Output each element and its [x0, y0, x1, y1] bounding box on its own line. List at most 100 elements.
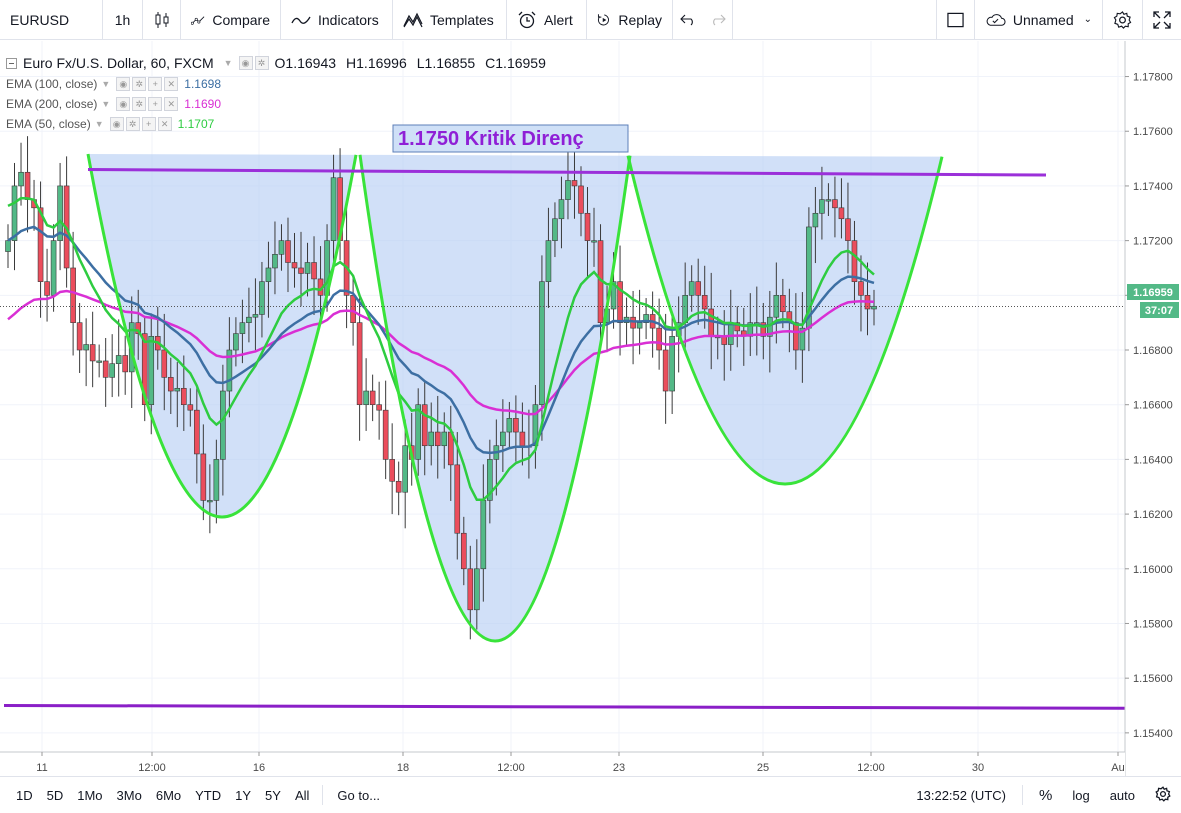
time-tick-label: 12:00: [497, 762, 525, 774]
range-1y-button[interactable]: 1Y: [235, 787, 252, 803]
study-caret-icon[interactable]: ▼: [101, 79, 111, 89]
study-caret-icon[interactable]: ▼: [94, 119, 104, 129]
log-scale-toggle[interactable]: log: [1072, 787, 1090, 803]
candle-body: [695, 281, 701, 296]
candle-body: [115, 355, 122, 364]
close-icon[interactable]: ✕: [164, 77, 179, 91]
candle-body: [545, 240, 552, 282]
study-value: 1.1707: [177, 117, 215, 131]
close-icon[interactable]: ✕: [157, 117, 172, 131]
candle-body: [207, 500, 213, 503]
plus-icon[interactable]: +: [141, 117, 156, 131]
alert-label: Alert: [544, 11, 573, 28]
candle-body: [102, 360, 109, 378]
series-caret-icon[interactable]: ▼: [223, 58, 233, 68]
chart-canvas[interactable]: 1.1750 Kritik Direnç 1.17800 1.17600 1.174…: [0, 41, 1181, 776]
plus-icon[interactable]: +: [148, 77, 163, 91]
gear-icon[interactable]: ✲: [254, 56, 269, 70]
candle-body: [50, 240, 57, 296]
time-axis[interactable]: 11 12:00 16 18 12:00 23 25 12:00 30 Au: [36, 752, 1125, 774]
cup-outline[interactable]: [358, 154, 632, 643]
range-6mo-button[interactable]: 6Mo: [155, 787, 182, 803]
gear-icon[interactable]: ✲: [125, 117, 140, 131]
eye-icon[interactable]: ◉: [116, 77, 131, 91]
symbol-search-button[interactable]: EURUSD: [0, 0, 103, 40]
candle-body: [167, 377, 174, 392]
fullscreen-button[interactable]: [1143, 0, 1181, 40]
range-all-button[interactable]: All: [294, 787, 310, 803]
last-price-badge: [1127, 284, 1179, 300]
chart-style-button[interactable]: [143, 0, 181, 40]
price-tick-label: 1.16800: [1133, 345, 1173, 357]
settings-button[interactable]: [1103, 0, 1143, 40]
plus-icon[interactable]: +: [148, 97, 163, 111]
gear-icon: [1113, 10, 1132, 29]
price-tick-label: 1.15800: [1133, 618, 1173, 630]
chart-pane[interactable]: 1.1750 Kritik Direnç 1.17800 1.17600 1.174…: [0, 41, 1181, 776]
time-tick-label: Au: [1111, 762, 1124, 774]
eye-icon[interactable]: ◉: [116, 97, 131, 111]
gear-icon[interactable]: ✲: [132, 77, 147, 91]
countdown-text: 37:07: [1145, 305, 1173, 317]
undo-icon: [680, 14, 693, 25]
alert-button[interactable]: Alert: [507, 0, 587, 40]
range-3mo-button[interactable]: 3Mo: [116, 787, 142, 803]
percent-scale-toggle[interactable]: %: [1038, 786, 1053, 804]
candle-body: [11, 185, 18, 241]
ema-50-line: [7, 196, 875, 502]
candle-body: [141, 333, 148, 406]
candle-body: [382, 409, 389, 460]
cup-outline[interactable]: [626, 155, 944, 486]
templates-label: Templates: [430, 11, 494, 28]
candle-body: [200, 453, 207, 501]
compare-button[interactable]: Compare: [181, 0, 281, 40]
redo-button[interactable]: [703, 0, 733, 40]
candle-body: [395, 480, 402, 493]
gear-icon[interactable]: ✲: [132, 97, 147, 111]
support-trendline[interactable]: [3, 704, 1126, 710]
eye-icon[interactable]: ◉: [238, 56, 253, 70]
collapse-legend-button[interactable]: [6, 57, 17, 69]
study-caret-icon[interactable]: ▼: [101, 99, 111, 109]
time-tick-label: 25: [757, 762, 769, 774]
undo-button[interactable]: [673, 0, 703, 40]
replay-button[interactable]: Replay: [587, 0, 673, 40]
candle-body: [57, 185, 63, 241]
price-tick-label: 1.17800: [1133, 72, 1173, 84]
cup-outline[interactable]: [86, 153, 358, 519]
price-tick-label: 1.17400: [1133, 181, 1173, 193]
range-5y-button[interactable]: 5Y: [265, 787, 281, 803]
range-ytd-button[interactable]: YTD: [195, 787, 222, 803]
auto-scale-toggle[interactable]: auto: [1109, 787, 1135, 803]
candle-body: [552, 218, 558, 241]
fullscreen-layout-button[interactable]: [937, 0, 975, 40]
study-legend-ema50[interactable]: EMA (50, close) ▼ ◉ ✲ + ✕ 1.1707: [6, 114, 556, 134]
candle-body: [239, 322, 246, 334]
study-legend-ema100[interactable]: EMA (100, close) ▼ ◉ ✲ + ✕ 1.1698: [6, 74, 556, 94]
indicators-button[interactable]: Indicators: [281, 0, 393, 40]
eye-icon[interactable]: ◉: [109, 117, 124, 131]
templates-button[interactable]: Templates: [393, 0, 507, 40]
study-legend-ema200[interactable]: EMA (200, close) ▼ ◉ ✲ + ✕ 1.1690: [6, 94, 556, 114]
scale-settings-button[interactable]: [1145, 785, 1181, 805]
interval-button[interactable]: 1h: [103, 0, 143, 40]
annotation-label[interactable]: 1.1750 Kritik Direnç: [392, 124, 629, 153]
divider: [1021, 785, 1023, 805]
interval-label: 1h: [114, 11, 131, 28]
candle-body: [356, 322, 363, 406]
range-1d-button[interactable]: 1D: [16, 787, 33, 803]
candle-body: [389, 459, 395, 482]
time-tick-label: 16: [253, 762, 265, 774]
close-icon[interactable]: ✕: [164, 97, 179, 111]
time-tick-label: 30: [972, 762, 984, 774]
utc-clock[interactable]: 13:22:52 (UTC): [916, 787, 1006, 803]
goto-date-button[interactable]: Go to...: [337, 787, 381, 803]
range-5d-button[interactable]: 5D: [46, 787, 64, 803]
candle-body: [610, 281, 617, 310]
last-price-text: 1.16959: [1133, 287, 1173, 299]
time-tick-label: 23: [613, 762, 625, 774]
range-1mo-button[interactable]: 1Mo: [77, 787, 103, 803]
layout-save-button[interactable]: Unnamed ⌄: [975, 0, 1103, 40]
candle-body: [291, 262, 298, 269]
resistance-trendline[interactable]: [87, 168, 1047, 177]
